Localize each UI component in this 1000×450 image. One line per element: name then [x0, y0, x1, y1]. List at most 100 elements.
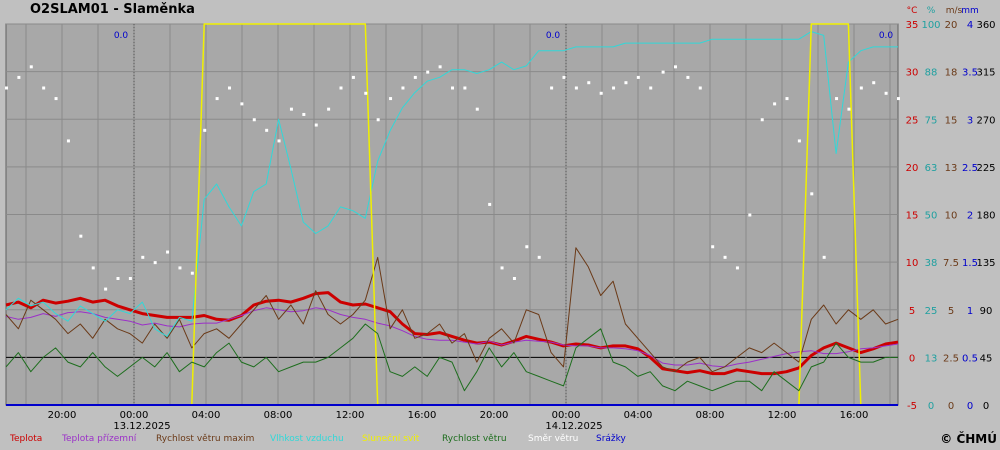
- wind-direction-point: [785, 97, 789, 101]
- wind-direction-point: [401, 86, 405, 90]
- y-tick-wind_dir_deg: 180: [976, 211, 995, 222]
- date-label: 14.12.2025: [545, 421, 602, 430]
- wind-direction-point: [649, 86, 653, 90]
- y-tick-wind_dir_deg: 90: [980, 306, 993, 317]
- y-tick-wind_dir_deg: 0: [983, 401, 989, 412]
- wind-direction-point: [674, 65, 677, 69]
- y-tick-temperature_c: 15: [906, 211, 919, 222]
- wind-direction-point: [587, 81, 591, 85]
- y-tick-precip_mm: 0.5: [962, 353, 978, 364]
- y-tick-wind_max_ms: 2.5: [943, 353, 959, 364]
- axes: 35302520151050-5100887563503825130201815…: [906, 6, 996, 412]
- chart-svg: 35302520151050-5100887563503825130201815…: [5, 6, 996, 430]
- wind-direction-point: [376, 118, 380, 122]
- wind-direction-point: [29, 65, 33, 69]
- wind-direction-point: [265, 128, 269, 132]
- wind-direction-point: [451, 86, 454, 90]
- y-tick-wind_dir_deg: 135: [976, 258, 995, 269]
- y-tick-wind_max_ms: 15: [945, 115, 958, 126]
- wind-direction-point: [488, 202, 492, 206]
- wind-direction-point: [66, 139, 70, 143]
- wind-direction-point: [636, 75, 640, 79]
- wind-direction-point: [153, 261, 157, 265]
- y-tick-wind_max_ms: 0: [948, 401, 954, 412]
- wind-direction-point: [512, 277, 516, 280]
- y-tick-temperature_c: 10: [906, 258, 919, 269]
- legend-item: Teplota: [10, 434, 43, 444]
- series-rychlost-větru: [5, 323, 898, 392]
- x-tick-label: 12:00: [336, 410, 365, 421]
- wind-direction-point: [178, 266, 182, 270]
- y-tick-wind_dir_deg: 315: [976, 68, 995, 79]
- wind-direction-point: [525, 245, 529, 249]
- y-tick-humidity_pct: 13: [925, 353, 938, 364]
- series-teplota-přízemní: [5, 307, 899, 368]
- x-tick-label: 20:00: [48, 410, 77, 421]
- wind-direction-point: [735, 266, 739, 270]
- y-tick-temperature_c: 20: [906, 163, 919, 174]
- wind-direction-point: [314, 123, 318, 127]
- x-tick-label: 04:00: [624, 410, 653, 421]
- y-tick-wind_max_ms: 20: [945, 20, 958, 31]
- date-label: 13.12.2025: [113, 421, 170, 430]
- wind-direction-point: [141, 255, 145, 259]
- y-tick-wind_dir_deg: 225: [976, 163, 995, 174]
- wind-direction-point: [822, 255, 826, 259]
- series-teplota: [5, 291, 899, 376]
- wind-direction-point: [289, 107, 293, 111]
- wind-direction-point: [686, 75, 690, 79]
- wind-direction-point: [562, 75, 566, 79]
- unit-label: m/s: [946, 6, 963, 16]
- wind-direction-point: [884, 91, 888, 95]
- y-tick-precip_mm: 1.5: [962, 258, 978, 269]
- wind-direction-point: [711, 245, 715, 249]
- legend-item: Rychlost větru: [442, 434, 507, 444]
- y-tick-humidity_pct: 88: [925, 68, 938, 79]
- labels-layer: 20:00 00:00 04:00 08:00 12:00 16:00 20:00 00:00…: [48, 31, 894, 430]
- copyright: © ČHMÚ: [940, 432, 997, 446]
- y-tick-wind_max_ms: 5: [948, 306, 954, 317]
- series-layer: [5, 23, 900, 406]
- wind-direction-point: [389, 97, 393, 101]
- wind-direction-point: [79, 234, 83, 238]
- y-tick-precip_mm: 1: [967, 306, 973, 317]
- y-tick-humidity_pct: 63: [925, 163, 938, 174]
- wind-direction-point: [847, 107, 851, 111]
- y-tick-precip_mm: 0: [967, 401, 973, 412]
- x-tick-label: 16:00: [840, 410, 869, 421]
- y-tick-precip_mm: 3: [967, 115, 973, 126]
- y-tick-precip_mm: 3.5: [962, 68, 978, 79]
- wind-direction-point: [500, 266, 504, 270]
- wind-direction-point: [190, 271, 194, 275]
- wind-direction-point: [599, 91, 603, 95]
- wind-direction-point: [302, 112, 306, 116]
- legend-item: Směr větru: [528, 434, 579, 444]
- unit-label: °C: [907, 6, 918, 16]
- x-tick-label: 20:00: [480, 410, 509, 421]
- y-tick-humidity_pct: 0: [928, 401, 934, 412]
- legend: Teplota Teplota přízemní Rychlost větru ma…: [0, 434, 1000, 448]
- wind-direction-point: [897, 97, 900, 101]
- wind-direction-point: [5, 86, 8, 90]
- wind-direction-point: [327, 107, 331, 111]
- wind-direction-point: [228, 86, 231, 90]
- wind-direction-point: [252, 118, 256, 122]
- y-tick-wind_max_ms: 18: [945, 68, 958, 79]
- wind-direction-point: [723, 255, 727, 259]
- y-tick-precip_mm: 2: [967, 211, 973, 222]
- wind-direction-point: [835, 97, 839, 101]
- x-tick-label: 00:00: [552, 410, 581, 421]
- y-tick-wind_max_ms: 7.5: [943, 258, 959, 269]
- y-tick-humidity_pct: 25: [925, 306, 938, 317]
- legend-item: Vlhkost vzduchu: [270, 434, 344, 444]
- wind-direction-point: [413, 75, 417, 79]
- y-tick-wind_dir_deg: 360: [976, 20, 995, 31]
- y-tick-temperature_c: 35: [906, 20, 919, 31]
- wind-direction-point: [364, 91, 368, 95]
- y-tick-wind_max_ms: 10: [945, 211, 958, 222]
- wind-direction-point: [42, 86, 46, 90]
- chart-title: O2SLAM01 - Slaměnka: [30, 2, 195, 17]
- wind-direction-point: [550, 86, 554, 90]
- y-tick-humidity_pct: 50: [925, 211, 938, 222]
- wind-direction-point: [166, 250, 170, 254]
